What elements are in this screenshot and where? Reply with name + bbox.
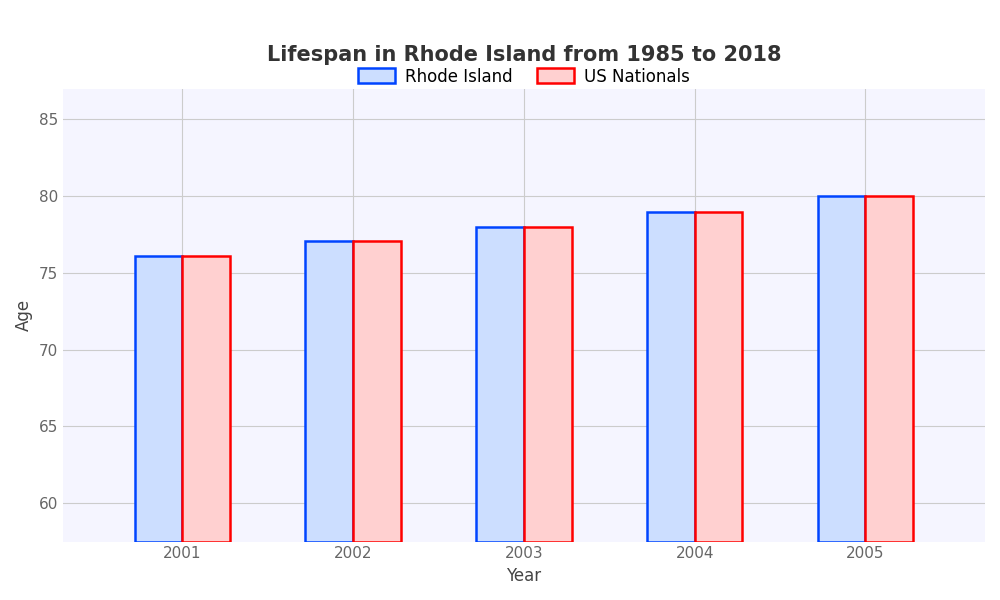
X-axis label: Year: Year — [506, 567, 541, 585]
Bar — [305, 241, 353, 542]
Legend: Rhode Island, US Nationals: Rhode Island, US Nationals — [351, 61, 696, 92]
Bar — [647, 212, 695, 542]
Bar — [182, 256, 230, 542]
Bar — [524, 227, 572, 542]
Bar — [476, 227, 524, 542]
Bar — [695, 212, 742, 542]
Bar — [818, 196, 865, 542]
Title: Lifespan in Rhode Island from 1985 to 2018: Lifespan in Rhode Island from 1985 to 20… — [267, 45, 781, 65]
Bar — [865, 196, 913, 542]
Bar — [135, 256, 182, 542]
Y-axis label: Age: Age — [15, 299, 33, 331]
Bar — [353, 241, 401, 542]
